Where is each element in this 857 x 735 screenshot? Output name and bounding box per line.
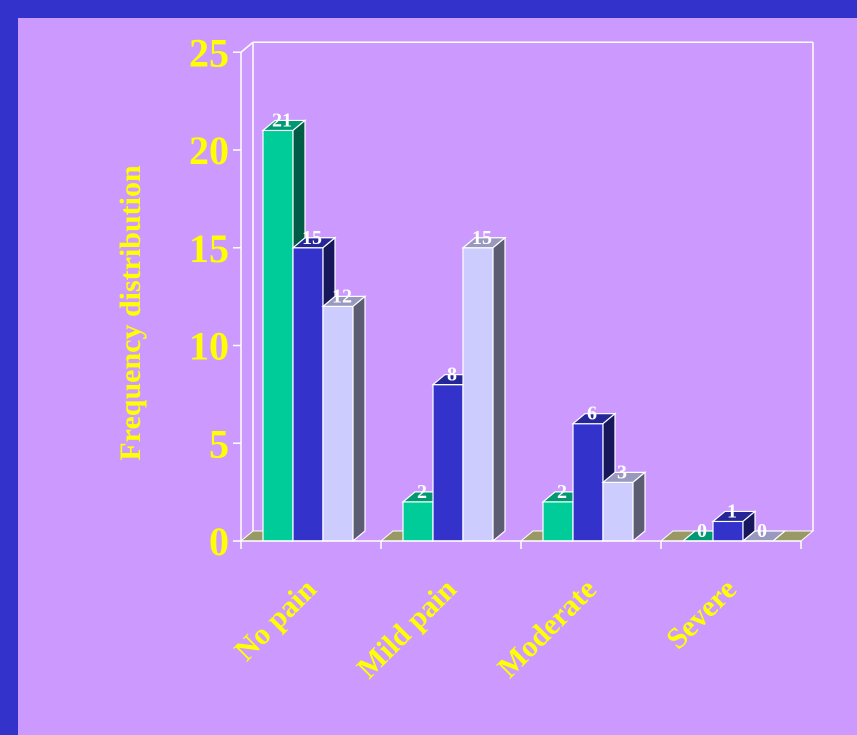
bar-side [492,236,506,543]
y-tick-label: 5 [209,421,229,466]
y-tick-label: 10 [189,324,229,369]
bar-front [402,501,434,542]
bar-front [712,520,744,542]
data-label: 0 [697,520,707,542]
slide: 21 15 12 2 8 15 2 6 3 0 1 0 0 5 10 15 20 25 No pain Mild … [18,18,857,735]
data-label: 3 [617,461,627,483]
bar-2-2 [601,471,647,543]
bars-group [261,119,787,543]
data-label: 6 [587,403,597,425]
bar-front [572,423,604,542]
bar-front [462,247,494,542]
bar-front [292,247,324,542]
bar-front [262,129,294,542]
data-label: 1 [727,500,737,522]
bar-side [352,295,366,543]
bar-front [322,305,354,542]
y-tick-label: 15 [189,226,229,271]
data-label: 0 [757,520,767,542]
y-tick-label: 0 [209,519,229,564]
x-category-label: Severe [660,573,743,656]
x-category-label: Moderate [491,573,603,685]
x-axis: No pain Mild pain Moderate Severe [228,540,802,685]
x-category-label: No pain [228,572,323,667]
bar-1-2 [461,236,507,543]
bar-front [602,481,634,542]
y-axis: 0 5 10 15 20 25 [189,30,242,564]
y-tick-label: 20 [189,128,229,173]
bar-front [542,501,574,542]
data-label: 2 [417,481,427,503]
bar-front [432,384,464,542]
x-category-label: Mild pain [351,572,464,685]
y-tick-label: 25 [189,30,229,75]
data-label: 15 [302,227,322,249]
data-label: 12 [332,285,352,307]
data-label: 2 [557,481,567,503]
data-label: 8 [447,364,457,386]
data-label: 15 [472,227,492,249]
bar-side [632,471,646,543]
bar-3-1 [711,510,757,543]
data-label: 21 [272,109,292,131]
bar-0-2 [321,295,367,543]
y-axis-title: Frequency distribution [114,165,147,461]
side-wall-top-edge [240,41,254,53]
chart-walls [240,41,814,531]
